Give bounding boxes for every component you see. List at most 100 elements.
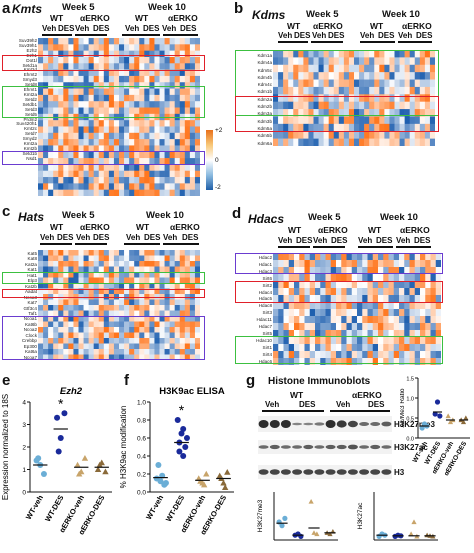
heat-cell <box>424 138 431 147</box>
heat-cell <box>325 260 332 268</box>
data-point <box>162 480 169 486</box>
heat-cell <box>113 56 120 64</box>
heat-cell <box>139 299 145 306</box>
panel-a-bar-1 <box>42 34 72 36</box>
heat-cell <box>338 116 345 125</box>
heat-cell <box>273 302 279 310</box>
heat-cell <box>98 349 105 355</box>
heat-cell <box>38 321 44 328</box>
heat-cell <box>119 283 125 289</box>
heat-cell <box>184 255 191 262</box>
heat-cell <box>333 101 340 110</box>
heat-cell <box>43 63 49 70</box>
heat-cell <box>351 309 358 317</box>
heat-cell <box>394 101 400 110</box>
heat-cell <box>88 266 94 273</box>
heat-cell <box>320 351 326 359</box>
heat-cell <box>409 330 416 338</box>
heat-cell <box>113 82 120 89</box>
heat-cell <box>119 327 125 333</box>
heat-cell <box>113 277 120 284</box>
heat-cell <box>134 183 140 190</box>
heat-cell <box>299 253 305 261</box>
data-point <box>437 413 443 419</box>
heat-cell <box>164 354 170 361</box>
heat-cell <box>362 358 368 366</box>
heat-cell <box>189 164 196 172</box>
heat-cell <box>169 126 175 134</box>
blot-band <box>280 445 291 449</box>
heat-cell <box>48 338 54 344</box>
heat-cell <box>348 116 355 125</box>
heat-cell <box>299 260 305 268</box>
heat-cell <box>164 305 170 311</box>
heat-cell <box>154 294 160 300</box>
heat-cell <box>78 44 84 51</box>
blot-band <box>325 469 336 475</box>
heat-cell <box>372 288 379 296</box>
heat-cell <box>154 101 160 108</box>
heat-cell <box>293 131 299 139</box>
heat-cell <box>294 358 300 366</box>
heat-cell <box>435 260 442 268</box>
blot-band <box>359 422 370 426</box>
heat-cell <box>189 310 196 317</box>
heat-cell <box>139 183 145 190</box>
heat-cell <box>338 131 345 139</box>
heat-cell <box>430 358 437 366</box>
heat-cell <box>88 177 94 184</box>
heat-cell <box>179 255 186 262</box>
heat-cell <box>283 253 290 261</box>
heat-cell <box>325 351 332 359</box>
heat-cell <box>367 281 374 289</box>
panel-a-green-box <box>2 86 205 118</box>
heat-cell <box>108 56 115 64</box>
heat-cell <box>388 253 395 261</box>
heat-cell <box>288 64 294 73</box>
gene-label-a: Smyd3 <box>22 77 37 83</box>
heat-cell <box>68 189 74 197</box>
heat-cell <box>139 120 145 127</box>
heat-cell <box>283 64 289 73</box>
blot-band <box>381 445 392 449</box>
heat-cell <box>414 57 421 66</box>
heat-cell <box>308 79 314 88</box>
heat-cell <box>119 107 125 115</box>
heat-cell <box>68 82 74 89</box>
heat-cell <box>325 316 332 324</box>
heat-cell <box>374 86 380 95</box>
heat-cell <box>383 309 389 317</box>
heat-cell <box>414 253 421 261</box>
heat-cell <box>129 183 135 190</box>
heat-cell <box>154 158 160 165</box>
heat-cell <box>351 302 358 310</box>
heat-cell <box>351 358 358 366</box>
heat-cell <box>278 351 284 359</box>
heat-cell <box>330 295 337 303</box>
heat-cell <box>83 101 89 108</box>
y-axis-label: Ac/Me3 Ratio <box>400 388 406 427</box>
panel-d-aerko-5: αERKO <box>318 225 348 235</box>
heat-cell <box>367 260 374 268</box>
heat-cell <box>103 272 110 278</box>
heat-cell <box>63 139 69 146</box>
heat-cell <box>378 281 384 289</box>
panel-a-week5: Week 5 <box>62 2 95 13</box>
heat-cell <box>73 299 79 306</box>
blot-band <box>314 422 325 426</box>
heat-cell <box>53 332 59 339</box>
heat-cell <box>113 321 120 328</box>
heat-cell <box>68 94 74 102</box>
heat-cell <box>103 255 110 262</box>
heat-cell <box>294 295 300 303</box>
heat-cell <box>362 316 368 324</box>
heat-cell <box>409 351 416 359</box>
heat-cell <box>83 139 89 146</box>
heat-cell <box>164 189 170 197</box>
heat-cell <box>184 38 191 45</box>
heat-cell <box>103 332 110 339</box>
heat-cell <box>174 294 181 300</box>
heat-cell <box>154 338 160 344</box>
heat-cell <box>336 295 342 303</box>
heat-cell <box>378 337 384 345</box>
